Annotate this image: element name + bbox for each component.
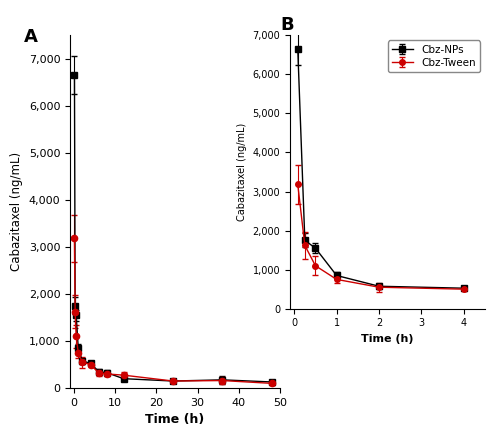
Y-axis label: Cabazitaxel (ng/mL): Cabazitaxel (ng/mL) [237,123,247,221]
X-axis label: Time (h): Time (h) [361,334,414,344]
Legend: Cbz-NPs, Cbz-Tween: Cbz-NPs, Cbz-Tween [388,41,480,72]
X-axis label: Time (h): Time (h) [146,413,204,426]
Text: B: B [280,16,294,34]
Text: A: A [24,28,38,46]
Y-axis label: Cabazitaxel (ng/mL): Cabazitaxel (ng/mL) [10,152,23,271]
